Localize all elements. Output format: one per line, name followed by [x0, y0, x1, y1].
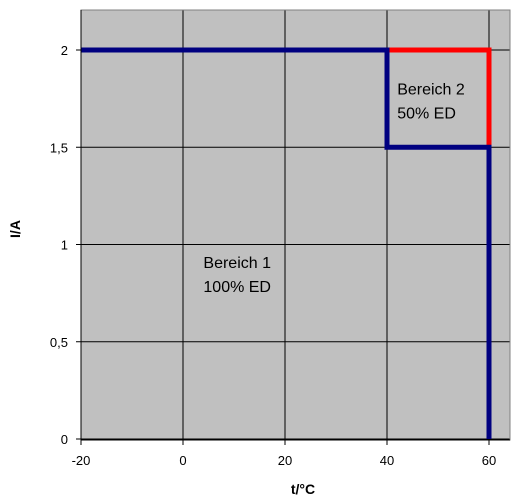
- series-line-2: [387, 47, 492, 148]
- region-1-label-line-1: Bereich 1: [203, 255, 271, 272]
- y-axis-title: I/A: [7, 220, 23, 238]
- series-line-1: [81, 47, 492, 439]
- y-tick-label: 2: [61, 43, 68, 58]
- x-tick-label: 0: [179, 453, 186, 468]
- y-tick-label: 1: [61, 238, 68, 253]
- region-2-label-line-1: Bereich 2: [397, 82, 465, 99]
- x-tick-label: 60: [482, 453, 496, 468]
- x-tick-label: 20: [278, 453, 292, 468]
- y-tick-label: 0: [61, 432, 68, 447]
- y-tick-label: 1,5: [50, 140, 68, 155]
- x-axis-title: t/°C: [291, 481, 315, 497]
- x-tick-label: 40: [380, 453, 394, 468]
- x-axis: -20 0 20 40 60: [72, 439, 510, 468]
- series-layer: [81, 47, 492, 439]
- x-tick-label: -20: [72, 453, 91, 468]
- y-tick-label: 0,5: [50, 335, 68, 350]
- region-1-label-line-2: 100% ED: [203, 279, 271, 296]
- region-2-label-line-2: 50% ED: [397, 106, 456, 123]
- annotations: Bereich 1 100% ED Bereich 2 50% ED: [203, 82, 464, 296]
- plot-area: [81, 10, 510, 440]
- y-axis: 0 0,5 1 1,5 2: [50, 10, 82, 447]
